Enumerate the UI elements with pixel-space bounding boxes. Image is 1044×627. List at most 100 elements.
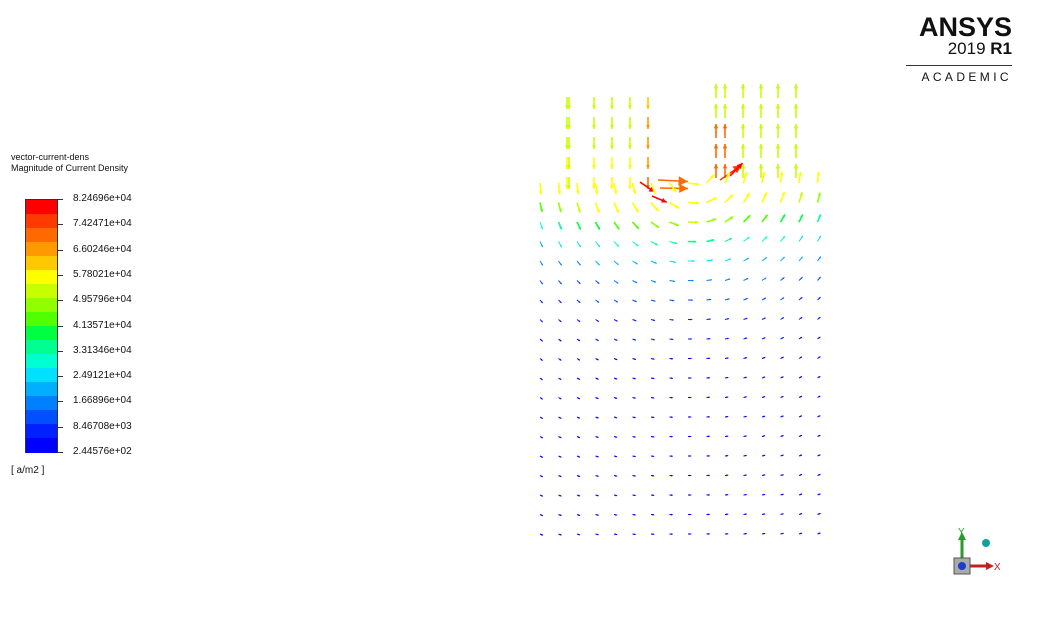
current-vector	[538, 182, 543, 195]
current-vector	[669, 533, 673, 535]
current-vector	[632, 299, 637, 303]
current-vector	[632, 416, 636, 419]
current-vector	[687, 318, 693, 321]
current-vector	[817, 316, 821, 320]
current-vector	[610, 117, 614, 129]
current-vector	[743, 454, 747, 457]
current-vector	[724, 357, 729, 360]
colorbar-band	[26, 270, 57, 285]
current-vector	[576, 319, 581, 323]
current-vector	[775, 144, 781, 158]
current-vector	[613, 416, 618, 419]
current-vector	[557, 221, 563, 230]
current-vector	[761, 256, 768, 262]
colorbar-tick-label: 8.24696e+04	[73, 193, 132, 204]
current-vector	[740, 144, 746, 158]
current-vector	[650, 241, 659, 246]
current-vector	[669, 221, 680, 227]
current-vector	[758, 144, 764, 158]
current-vector	[595, 241, 601, 248]
current-vector	[613, 455, 618, 458]
current-vector	[798, 513, 803, 515]
current-vector	[724, 337, 729, 340]
current-vector	[595, 475, 599, 477]
current-vector	[706, 494, 710, 496]
current-vector	[576, 533, 581, 536]
current-vector	[539, 533, 544, 536]
current-vector	[816, 214, 822, 223]
current-vector	[539, 338, 544, 342]
current-vector	[567, 157, 571, 169]
current-vector	[724, 396, 729, 399]
current-vector	[669, 260, 676, 263]
axis-triad[interactable]: Y X	[944, 526, 1008, 582]
current-vector	[567, 137, 571, 149]
colorbar-band	[26, 424, 57, 439]
current-vector	[817, 473, 821, 476]
current-vector	[761, 171, 766, 184]
current-vector	[558, 280, 562, 285]
current-vector	[724, 513, 729, 516]
current-vector	[632, 396, 636, 399]
current-vector	[558, 436, 562, 439]
current-vector	[817, 512, 821, 515]
current-vector	[687, 377, 692, 379]
current-vector	[558, 455, 562, 458]
current-vector	[817, 434, 821, 437]
colorbar-band	[26, 214, 57, 229]
colorbar-band	[26, 368, 57, 383]
current-vector	[687, 260, 695, 263]
current-vector	[650, 280, 657, 283]
current-vector	[687, 396, 692, 399]
current-vector	[632, 377, 636, 380]
current-vector	[687, 357, 692, 360]
current-vector	[539, 299, 544, 304]
current-vector	[793, 164, 799, 178]
current-vector	[780, 356, 784, 359]
current-vector	[646, 137, 650, 149]
logo-name: ANSYS	[918, 12, 1012, 42]
current-vector	[706, 298, 712, 301]
current-vector	[780, 336, 784, 340]
legend-quantity-name: Magnitude of Current Density	[11, 163, 129, 173]
current-vector	[740, 164, 746, 178]
current-vector	[758, 84, 764, 98]
current-vector	[743, 317, 748, 320]
current-vector	[816, 192, 821, 203]
current-vector	[761, 337, 766, 340]
current-vector	[595, 299, 600, 303]
current-vector	[817, 296, 821, 301]
current-vector	[724, 474, 729, 477]
current-vector	[558, 260, 563, 266]
current-vector	[632, 358, 637, 360]
current-vector	[705, 174, 715, 184]
current-vector	[650, 182, 656, 194]
current-vector	[761, 396, 766, 398]
colorbar-tick-label: 5.78021e+04	[73, 268, 132, 280]
colorbar-band	[26, 326, 57, 341]
current-vector	[558, 299, 562, 304]
current-vector	[613, 202, 620, 214]
current-vector	[613, 513, 618, 516]
current-vector	[576, 397, 581, 400]
current-vector	[613, 260, 619, 266]
current-vector	[650, 357, 655, 360]
current-vector	[729, 162, 744, 177]
current-vector	[669, 513, 673, 516]
legend-title: vector-current-dens Magnitude of Current…	[11, 152, 128, 174]
current-vector	[761, 277, 767, 281]
colorbar-band	[26, 228, 57, 243]
current-vector	[669, 396, 673, 399]
current-vector	[567, 177, 571, 189]
current-vector	[613, 280, 619, 284]
current-vector	[576, 338, 581, 342]
current-vector	[610, 157, 614, 169]
current-vector	[798, 235, 804, 242]
current-vector	[669, 280, 675, 283]
current-vector	[628, 157, 632, 169]
current-vector	[780, 415, 784, 418]
logo-edition: ACADEMIC	[921, 70, 1012, 84]
current-vector	[780, 513, 784, 516]
current-vector	[775, 124, 781, 138]
